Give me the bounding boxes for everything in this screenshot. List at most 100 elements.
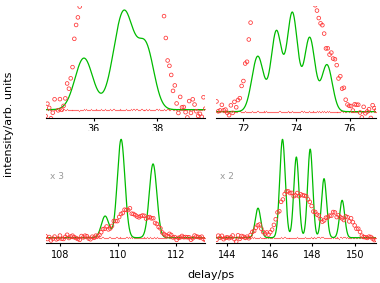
Point xyxy=(46,235,52,240)
Point xyxy=(92,235,98,240)
Point xyxy=(46,235,52,239)
Point xyxy=(168,233,174,237)
Point xyxy=(165,235,171,240)
Point xyxy=(234,109,241,114)
Point xyxy=(138,107,144,112)
Point xyxy=(246,236,252,241)
Point xyxy=(307,235,314,240)
Point xyxy=(165,234,171,238)
Point xyxy=(112,108,118,112)
Point xyxy=(255,235,261,240)
Point xyxy=(285,110,291,114)
Point xyxy=(303,194,309,198)
Point xyxy=(150,235,156,240)
Point xyxy=(242,236,249,241)
Point xyxy=(152,221,158,225)
Point xyxy=(304,110,310,114)
Point xyxy=(309,204,315,208)
Point xyxy=(281,109,287,114)
Point xyxy=(268,236,274,240)
Point xyxy=(112,219,119,223)
Point xyxy=(159,108,165,112)
Point xyxy=(121,236,127,240)
Point xyxy=(112,108,119,112)
Point xyxy=(316,213,322,218)
Point xyxy=(229,235,235,240)
Point xyxy=(275,235,281,240)
Point xyxy=(54,107,60,112)
Point xyxy=(337,235,344,240)
Point xyxy=(44,237,51,241)
Point xyxy=(115,108,121,112)
Point xyxy=(111,107,117,112)
Point xyxy=(231,110,237,115)
Point xyxy=(62,235,68,240)
Point xyxy=(283,189,290,194)
Point xyxy=(251,229,257,233)
Point xyxy=(114,235,120,240)
Point xyxy=(71,107,78,112)
Point xyxy=(194,236,200,240)
Point xyxy=(350,220,356,224)
Point xyxy=(302,235,308,240)
Point xyxy=(299,193,306,198)
Point xyxy=(80,235,86,240)
Point xyxy=(124,208,130,212)
Point xyxy=(224,110,230,114)
Point xyxy=(121,107,127,112)
Point xyxy=(188,108,195,113)
Point xyxy=(102,107,108,112)
Point xyxy=(358,109,364,113)
Point xyxy=(346,104,352,108)
Point xyxy=(147,108,153,112)
Point xyxy=(89,107,95,112)
Point xyxy=(337,109,344,114)
Point xyxy=(332,109,339,114)
Point xyxy=(134,107,140,112)
Point xyxy=(122,108,128,112)
Point xyxy=(156,225,162,229)
Point xyxy=(60,235,66,240)
Point xyxy=(343,97,349,102)
Point xyxy=(295,235,301,240)
Point xyxy=(44,235,50,240)
Point xyxy=(179,107,185,112)
Point xyxy=(139,235,145,240)
Point xyxy=(325,215,331,220)
Point xyxy=(215,236,222,240)
Point xyxy=(193,235,200,240)
Point xyxy=(265,235,271,240)
Point xyxy=(343,214,349,219)
Point xyxy=(163,235,169,239)
Point xyxy=(309,110,315,114)
Point xyxy=(49,235,55,240)
Point xyxy=(274,235,280,240)
Point xyxy=(249,230,255,234)
Point xyxy=(192,235,198,240)
Point xyxy=(363,109,369,113)
Point xyxy=(364,235,370,240)
Point xyxy=(305,110,311,114)
Point xyxy=(161,236,167,240)
Point xyxy=(287,235,293,240)
Point xyxy=(61,235,67,240)
Point xyxy=(332,235,338,240)
Point xyxy=(329,235,335,240)
Point xyxy=(238,109,244,113)
Point xyxy=(226,236,232,241)
Point xyxy=(90,236,96,240)
Point xyxy=(155,235,161,240)
Point xyxy=(78,108,84,112)
Text: delay/ps: delay/ps xyxy=(187,270,234,280)
Point xyxy=(122,207,128,212)
Point xyxy=(81,107,87,112)
Point xyxy=(271,235,277,240)
Point xyxy=(364,236,370,240)
Point xyxy=(239,234,245,238)
Point xyxy=(86,236,92,241)
Point xyxy=(296,194,302,198)
Point xyxy=(274,110,280,114)
Point xyxy=(273,110,279,114)
Point xyxy=(298,109,304,114)
Point xyxy=(139,213,146,218)
